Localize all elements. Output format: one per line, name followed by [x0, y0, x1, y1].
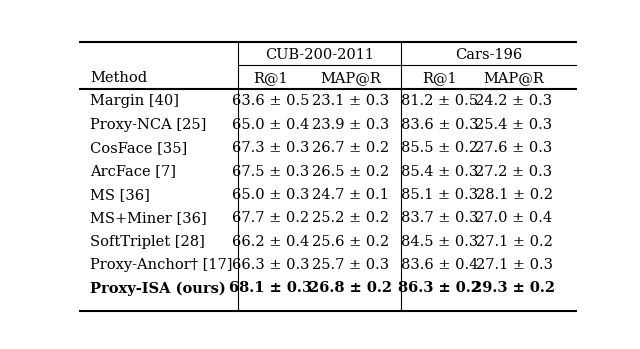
Text: 66.3 ± 0.3: 66.3 ± 0.3 — [232, 258, 310, 272]
Text: 68.1 ± 0.3: 68.1 ± 0.3 — [230, 281, 312, 295]
Text: 27.1 ± 0.2: 27.1 ± 0.2 — [476, 235, 552, 249]
Text: SoftTriplet [28]: SoftTriplet [28] — [90, 235, 205, 249]
Text: R@1: R@1 — [422, 71, 457, 85]
Text: 85.4 ± 0.3: 85.4 ± 0.3 — [401, 165, 478, 179]
Text: 26.7 ± 0.2: 26.7 ± 0.2 — [312, 141, 389, 155]
Text: 86.3 ± 0.2: 86.3 ± 0.2 — [398, 281, 481, 295]
Text: 25.2 ± 0.2: 25.2 ± 0.2 — [312, 211, 389, 225]
Text: 23.1 ± 0.3: 23.1 ± 0.3 — [312, 95, 389, 109]
Text: 29.3 ± 0.2: 29.3 ± 0.2 — [472, 281, 556, 295]
Text: 67.5 ± 0.3: 67.5 ± 0.3 — [232, 165, 310, 179]
Text: 65.0 ± 0.4: 65.0 ± 0.4 — [232, 118, 310, 132]
Text: 67.3 ± 0.3: 67.3 ± 0.3 — [232, 141, 310, 155]
Text: 25.7 ± 0.3: 25.7 ± 0.3 — [312, 258, 389, 272]
Text: 85.1 ± 0.3: 85.1 ± 0.3 — [401, 188, 478, 202]
Text: 27.0 ± 0.4: 27.0 ± 0.4 — [476, 211, 552, 225]
Text: 24.2 ± 0.3: 24.2 ± 0.3 — [476, 95, 552, 109]
Text: 83.6 ± 0.3: 83.6 ± 0.3 — [401, 118, 478, 132]
Text: CosFace [35]: CosFace [35] — [90, 141, 187, 155]
Text: R@1: R@1 — [253, 71, 288, 85]
Text: 26.5 ± 0.2: 26.5 ± 0.2 — [312, 165, 389, 179]
Text: MAP@R: MAP@R — [320, 71, 381, 85]
Text: 24.7 ± 0.1: 24.7 ± 0.1 — [312, 188, 388, 202]
Text: ArcFace [7]: ArcFace [7] — [90, 165, 176, 179]
Text: Margin [40]: Margin [40] — [90, 95, 179, 109]
Text: MS [36]: MS [36] — [90, 188, 150, 202]
Text: 25.6 ± 0.2: 25.6 ± 0.2 — [312, 235, 389, 249]
Text: Cars-196: Cars-196 — [455, 48, 522, 62]
Text: 85.5 ± 0.2: 85.5 ± 0.2 — [401, 141, 478, 155]
Text: 27.2 ± 0.3: 27.2 ± 0.3 — [476, 165, 552, 179]
Text: 23.9 ± 0.3: 23.9 ± 0.3 — [312, 118, 389, 132]
Text: 63.6 ± 0.5: 63.6 ± 0.5 — [232, 95, 310, 109]
Text: Proxy-Anchor† [17]: Proxy-Anchor† [17] — [90, 258, 232, 272]
Text: 83.7 ± 0.3: 83.7 ± 0.3 — [401, 211, 478, 225]
Text: 83.6 ± 0.4: 83.6 ± 0.4 — [401, 258, 478, 272]
Text: MS+Miner [36]: MS+Miner [36] — [90, 211, 207, 225]
Text: 27.6 ± 0.3: 27.6 ± 0.3 — [476, 141, 552, 155]
Text: 81.2 ± 0.5: 81.2 ± 0.5 — [401, 95, 478, 109]
Text: 66.2 ± 0.4: 66.2 ± 0.4 — [232, 235, 310, 249]
Text: 28.1 ± 0.2: 28.1 ± 0.2 — [476, 188, 552, 202]
Text: 25.4 ± 0.3: 25.4 ± 0.3 — [476, 118, 552, 132]
Text: 65.0 ± 0.3: 65.0 ± 0.3 — [232, 188, 310, 202]
Text: CUB-200-2011: CUB-200-2011 — [265, 48, 374, 62]
Text: MAP@R: MAP@R — [484, 71, 545, 85]
Text: 84.5 ± 0.3: 84.5 ± 0.3 — [401, 235, 478, 249]
Text: 27.1 ± 0.3: 27.1 ± 0.3 — [476, 258, 552, 272]
Text: Method: Method — [90, 71, 147, 85]
Text: 67.7 ± 0.2: 67.7 ± 0.2 — [232, 211, 310, 225]
Text: Proxy-NCA [25]: Proxy-NCA [25] — [90, 118, 206, 132]
Text: Proxy-ISA (ours): Proxy-ISA (ours) — [90, 281, 226, 296]
Text: 26.8 ± 0.2: 26.8 ± 0.2 — [308, 281, 392, 295]
